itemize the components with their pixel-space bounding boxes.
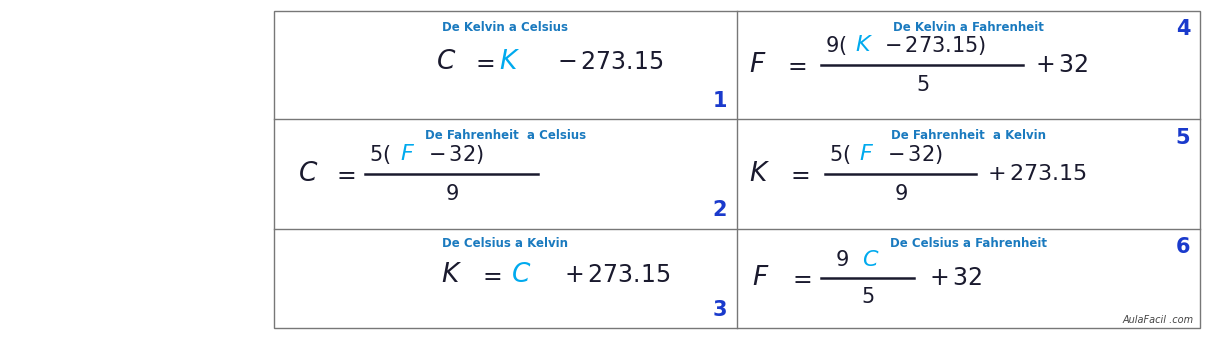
- Text: $=$: $=$: [786, 162, 810, 186]
- Text: $-\,273.15)$: $-\,273.15)$: [884, 34, 986, 57]
- Text: $=$: $=$: [788, 266, 813, 291]
- Text: De Kelvin a Fahrenheit: De Kelvin a Fahrenheit: [893, 21, 1044, 34]
- Bar: [274, 11, 1200, 328]
- Text: De Celsius a Fahrenheit: De Celsius a Fahrenheit: [890, 237, 1047, 250]
- Text: $9$: $9$: [893, 184, 908, 204]
- Text: De Kelvin a Celsius: De Kelvin a Celsius: [442, 21, 568, 34]
- Text: $\mathit{F}$: $\mathit{F}$: [859, 144, 874, 164]
- Text: $-\,273.15$: $-\,273.15$: [557, 50, 664, 74]
- Text: $\mathit{F}$: $\mathit{F}$: [752, 265, 769, 292]
- Text: $=$: $=$: [478, 263, 502, 287]
- Text: 6: 6: [1176, 237, 1190, 257]
- Text: $\mathit{F}$: $\mathit{F}$: [749, 52, 766, 78]
- Text: $\mathit{F}$: $\mathit{F}$: [400, 144, 414, 164]
- Text: $\mathit{K}$: $\mathit{K}$: [499, 49, 521, 75]
- Text: $9($: $9($: [825, 34, 847, 57]
- Text: 2: 2: [712, 200, 727, 220]
- Text: De Fahrenheit  a Celsius: De Fahrenheit a Celsius: [425, 129, 585, 142]
- Text: 4: 4: [1176, 19, 1190, 39]
- Text: $9$: $9$: [836, 250, 849, 270]
- Text: $\mathit{C}$: $\mathit{C}$: [298, 161, 319, 187]
- Text: $\mathit{K}$: $\mathit{K}$: [441, 262, 462, 288]
- Text: $+\,32$: $+\,32$: [929, 266, 982, 291]
- Text: $+\,32$: $+\,32$: [1035, 53, 1089, 77]
- Text: $\mathit{K}$: $\mathit{K}$: [749, 161, 770, 187]
- Text: $-\,32)$: $-\,32)$: [428, 143, 484, 166]
- Text: $5($: $5($: [369, 143, 391, 166]
- Text: AulaFacil .com: AulaFacil .com: [1123, 316, 1194, 325]
- Text: $=$: $=$: [783, 53, 808, 77]
- Text: $\mathit{C}$: $\mathit{C}$: [862, 250, 879, 270]
- Text: $5$: $5$: [916, 75, 929, 95]
- Text: $=$: $=$: [472, 50, 495, 74]
- Text: $5($: $5($: [829, 143, 851, 166]
- Text: 1: 1: [712, 91, 727, 111]
- Text: $5$: $5$: [862, 287, 874, 307]
- Text: De Celsius a Kelvin: De Celsius a Kelvin: [442, 237, 568, 250]
- Text: $\mathit{C}$: $\mathit{C}$: [436, 49, 457, 75]
- Text: $+\,273.15$: $+\,273.15$: [565, 263, 671, 287]
- Text: $+\,273.15$: $+\,273.15$: [987, 164, 1088, 184]
- Text: $9$: $9$: [445, 184, 458, 204]
- Text: 3: 3: [712, 300, 727, 320]
- Text: 5: 5: [1176, 128, 1190, 148]
- Text: $\mathit{K}$: $\mathit{K}$: [855, 36, 874, 55]
- Text: De Fahrenheit  a Kelvin: De Fahrenheit a Kelvin: [891, 129, 1046, 142]
- Text: $-\,32)$: $-\,32)$: [887, 143, 943, 166]
- Text: $=$: $=$: [332, 162, 357, 186]
- Text: $\mathit{C}$: $\mathit{C}$: [511, 262, 532, 288]
